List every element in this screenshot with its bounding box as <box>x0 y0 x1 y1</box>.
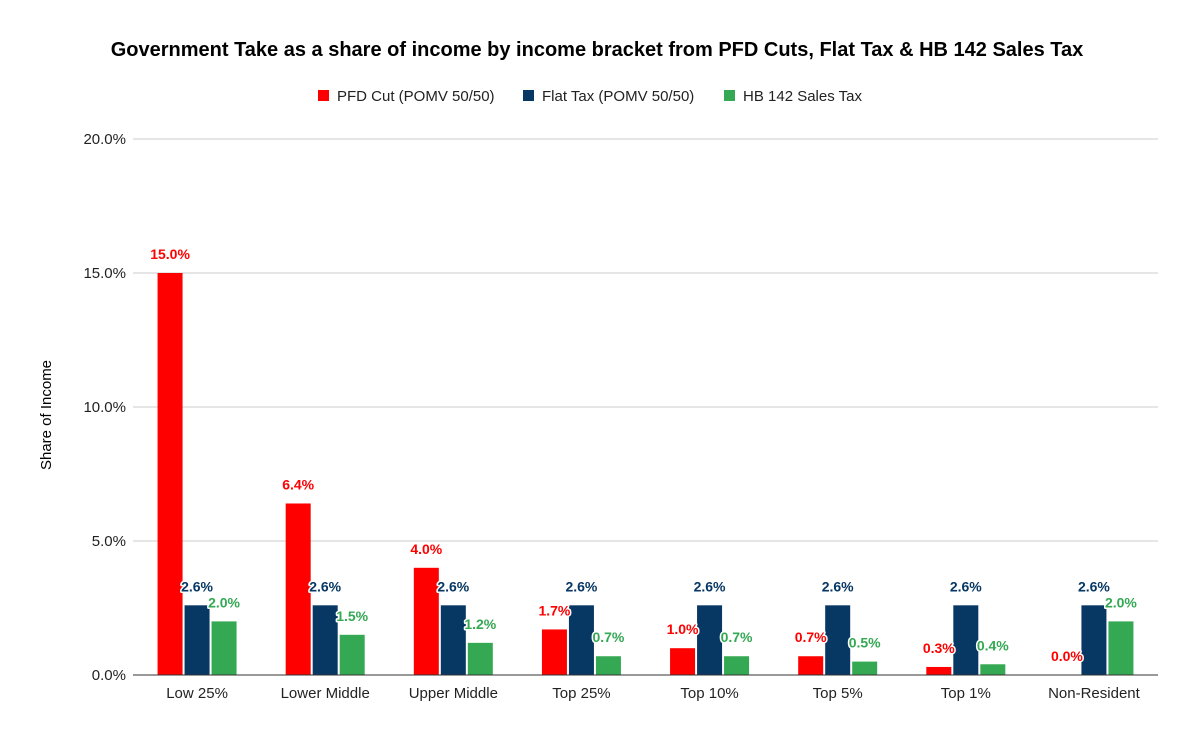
bars <box>157 273 1134 675</box>
data-label: 0.0% <box>1051 648 1083 664</box>
bar <box>413 567 439 675</box>
bar <box>568 605 594 675</box>
bar <box>670 648 696 675</box>
bar <box>926 666 952 675</box>
bar <box>312 605 338 675</box>
data-label: 4.0% <box>410 541 442 557</box>
bar <box>798 656 824 675</box>
bar <box>541 629 567 675</box>
data-label: 2.6% <box>694 578 726 594</box>
legend: PFD Cut (POMV 50/50) Flat Tax (POMV 50/50… <box>318 88 862 105</box>
data-label: 0.7% <box>721 629 753 645</box>
data-labels: 15.0%2.6%2.0%6.4%2.6%1.5%4.0%2.6%1.2%1.7… <box>149 245 1139 666</box>
x-tick-label: Non-Resident <box>1048 685 1141 702</box>
data-label: 1.2% <box>464 616 496 632</box>
bar <box>1108 621 1134 675</box>
y-tick-label: 0.0% <box>92 667 126 684</box>
data-label: 0.3% <box>923 640 955 656</box>
y-tick-label: 15.0% <box>83 265 126 282</box>
bar <box>1081 605 1107 675</box>
y-tick-label: 5.0% <box>92 533 126 550</box>
y-axis-title: Share of Income <box>38 360 55 470</box>
bar <box>980 664 1006 675</box>
legend-swatch <box>318 90 329 101</box>
x-tick-label: Upper Middle <box>409 685 498 702</box>
data-label: 6.4% <box>282 476 314 492</box>
x-tick-label: Lower Middle <box>281 685 370 702</box>
bar <box>825 605 851 675</box>
legend-swatch <box>724 90 735 101</box>
data-label: 0.4% <box>977 637 1009 653</box>
legend-label: PFD Cut (POMV 50/50) <box>337 88 495 105</box>
data-label: 2.6% <box>437 578 469 594</box>
bar <box>157 273 183 675</box>
data-label: 2.6% <box>822 578 854 594</box>
chart-title: Government Take as a share of income by … <box>111 39 1084 61</box>
data-label: 1.7% <box>538 602 570 618</box>
y-tick-label: 10.0% <box>83 399 126 416</box>
bar <box>339 634 365 675</box>
x-tick-label: Top 5% <box>813 685 863 702</box>
data-label: 2.6% <box>1078 578 1110 594</box>
data-label: 15.0% <box>150 246 190 262</box>
data-label: 2.6% <box>309 578 341 594</box>
bar <box>697 605 723 675</box>
bar <box>285 503 311 675</box>
x-axis-ticks: Low 25% Lower Middle Upper Middle Top 25% To… <box>166 685 1140 702</box>
bar <box>953 605 979 675</box>
legend-swatch <box>523 90 534 101</box>
data-label: 0.7% <box>592 629 624 645</box>
y-axis-ticks: 0.0% 5.0% 10.0% 15.0% 20.0% <box>83 131 126 684</box>
bar <box>724 656 750 675</box>
data-label: 1.0% <box>667 621 699 637</box>
data-label: 2.0% <box>1105 594 1137 610</box>
bar <box>852 661 878 675</box>
x-tick-label: Low 25% <box>166 685 228 702</box>
bar <box>211 621 237 675</box>
data-label: 2.6% <box>181 578 213 594</box>
gridlines <box>133 138 1158 542</box>
data-label: 0.7% <box>795 629 827 645</box>
bar <box>467 642 493 675</box>
x-tick-label: Top 10% <box>680 685 738 702</box>
y-tick-label: 20.0% <box>83 131 126 148</box>
bar <box>595 656 621 675</box>
data-label: 2.6% <box>565 578 597 594</box>
data-label: 1.5% <box>336 608 368 624</box>
data-label: 2.6% <box>950 578 982 594</box>
bar <box>440 605 466 675</box>
x-tick-label: Top 25% <box>552 685 610 702</box>
data-label: 0.5% <box>849 635 881 651</box>
bar <box>184 605 210 675</box>
data-label: 2.0% <box>208 594 240 610</box>
x-tick-label: Top 1% <box>941 685 991 702</box>
legend-label: Flat Tax (POMV 50/50) <box>542 88 694 105</box>
legend-label: HB 142 Sales Tax <box>743 88 862 105</box>
